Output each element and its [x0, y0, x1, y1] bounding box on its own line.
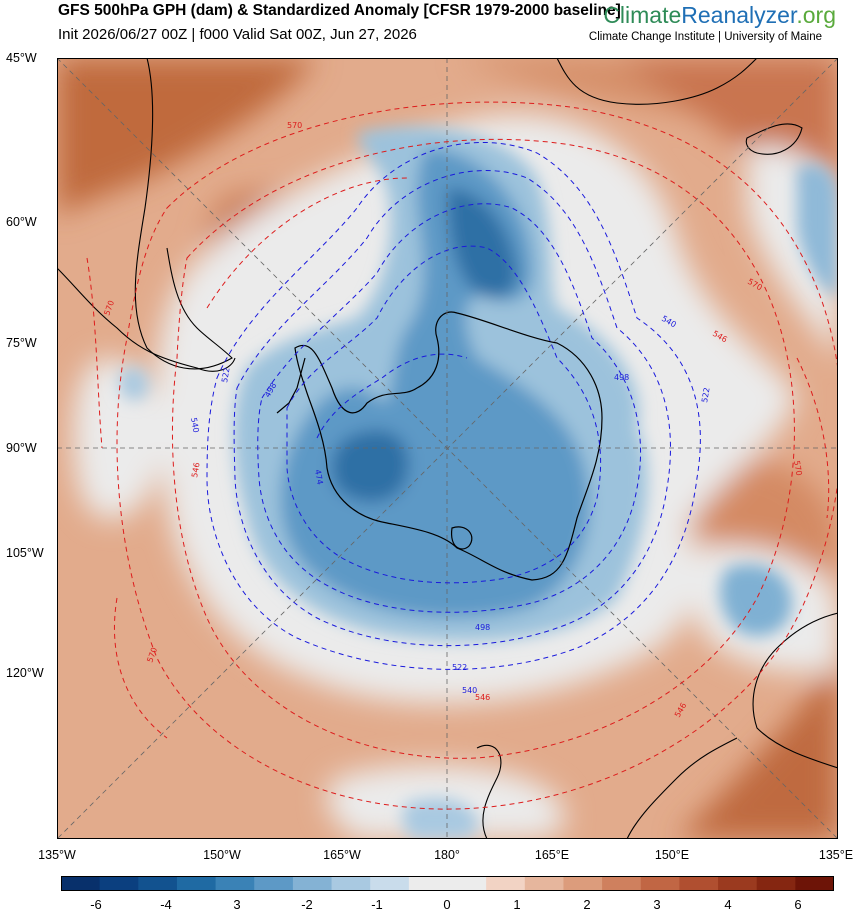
colorbar-cell — [370, 876, 410, 891]
colorbar-border — [61, 876, 834, 891]
site-brand-logo[interactable]: ClimateReanalyzer.org — [603, 2, 836, 29]
colorbar-cell — [331, 876, 371, 891]
colorbar-tick: 1 — [513, 897, 521, 912]
colorbar-cell — [215, 876, 255, 891]
colorbar-cell — [99, 876, 139, 891]
contour-label: 522 — [220, 367, 232, 384]
colorbar-tick: 3 — [653, 897, 661, 912]
brand-part-reanalyzer: Reanalyzer — [681, 2, 797, 28]
colorbar-cell — [563, 876, 603, 891]
colorbar-cell — [602, 876, 642, 891]
australia-coastline — [476, 612, 838, 839]
negative-west-spot — [119, 367, 149, 401]
strong-positive-nw — [57, 58, 317, 218]
chart-subtitle: Init 2026/06/27 00Z | f000 Valid Sat 00Z… — [58, 26, 417, 43]
colorbar-cell — [756, 876, 796, 891]
contour-label: 498 — [475, 623, 490, 632]
lat-label-60w: 60°W — [6, 215, 37, 229]
colorbar-cell — [138, 876, 178, 891]
colorbar-tick: 0 — [443, 897, 451, 912]
colorbar-tick: 6 — [794, 897, 802, 912]
lat-label-90w: 90°W — [6, 441, 37, 455]
contour-label: 540 — [189, 417, 201, 434]
lat-label-75w: 75°W — [6, 336, 37, 350]
negative-far-east — [797, 164, 838, 298]
colorbar-cell — [254, 876, 294, 891]
colorbar-cell — [486, 876, 526, 891]
lon-label-135w: 135°W — [38, 848, 76, 862]
colorbar-cell — [718, 876, 758, 891]
height-contours-low — [206, 142, 701, 670]
contour-label: 540 — [462, 686, 477, 695]
colorbar-cell — [408, 876, 448, 891]
lon-label-165w: 165°W — [323, 848, 361, 862]
deepest-negative-core — [331, 188, 517, 502]
africa-coastline — [556, 58, 803, 155]
colorbar-tick: -4 — [160, 897, 172, 912]
affiliation-text: Climate Change Institute | University of… — [588, 31, 822, 43]
colorbar-cell — [524, 876, 564, 891]
negative-se-cyclone — [719, 564, 793, 637]
contour-label: 522 — [452, 663, 467, 672]
lon-label-150w: 150°W — [203, 848, 241, 862]
positive-anomaly-north — [57, 58, 838, 138]
colorbar-cell — [795, 876, 834, 891]
contour-label: 570 — [287, 121, 302, 130]
colorbar-cell — [292, 876, 333, 891]
strong-positive-se — [677, 658, 838, 839]
lat-label-45w: 45°W — [6, 51, 37, 65]
anomaly-map: 570 570 570 570 546 546 546 546 540 540 … — [57, 58, 838, 839]
lat-label-120w: 120°W — [6, 666, 44, 680]
contour-label: 546 — [475, 693, 490, 702]
colorbar-cell — [447, 876, 487, 891]
colorbar-cell — [176, 876, 217, 891]
colorbar — [61, 876, 834, 891]
lon-label-135e: 135°E — [818, 848, 854, 862]
south-america-coastline — [57, 58, 236, 372]
colorbar-cell — [679, 876, 719, 891]
contour-label: 498 — [614, 373, 629, 382]
contour-label: 474 — [313, 469, 325, 486]
contour-label-group: 570 570 570 570 546 546 546 546 540 540 … — [102, 121, 803, 719]
colorbar-cell — [640, 876, 680, 891]
colorbar-tick: 2 — [583, 897, 591, 912]
colorbar-tick: -6 — [90, 897, 102, 912]
colorbar-tick: -2 — [301, 897, 313, 912]
colorbar-tick: 4 — [724, 897, 732, 912]
antarctica-coastline — [276, 311, 603, 581]
lon-label-165e: 165°E — [534, 848, 570, 862]
brand-part-climate: Climate — [603, 2, 682, 28]
colorbar-tick: -1 — [371, 897, 383, 912]
grid-lines — [57, 58, 838, 839]
contour-label: 522 — [700, 387, 712, 404]
contour-label: 546 — [190, 462, 202, 479]
lon-label-180: 180° — [434, 848, 460, 862]
lat-label-105w: 105°W — [6, 546, 44, 560]
height-contours-high — [86, 101, 838, 810]
lon-label-150e: 150°E — [654, 848, 690, 862]
colorbar-tick: 3 — [233, 897, 241, 912]
contour-label: 570 — [792, 460, 804, 477]
colorbar-cell — [61, 876, 101, 891]
brand-part-org: .org — [796, 2, 836, 28]
chart-title: GFS 500hPa GPH (dam) & Standardized Anom… — [58, 2, 621, 19]
